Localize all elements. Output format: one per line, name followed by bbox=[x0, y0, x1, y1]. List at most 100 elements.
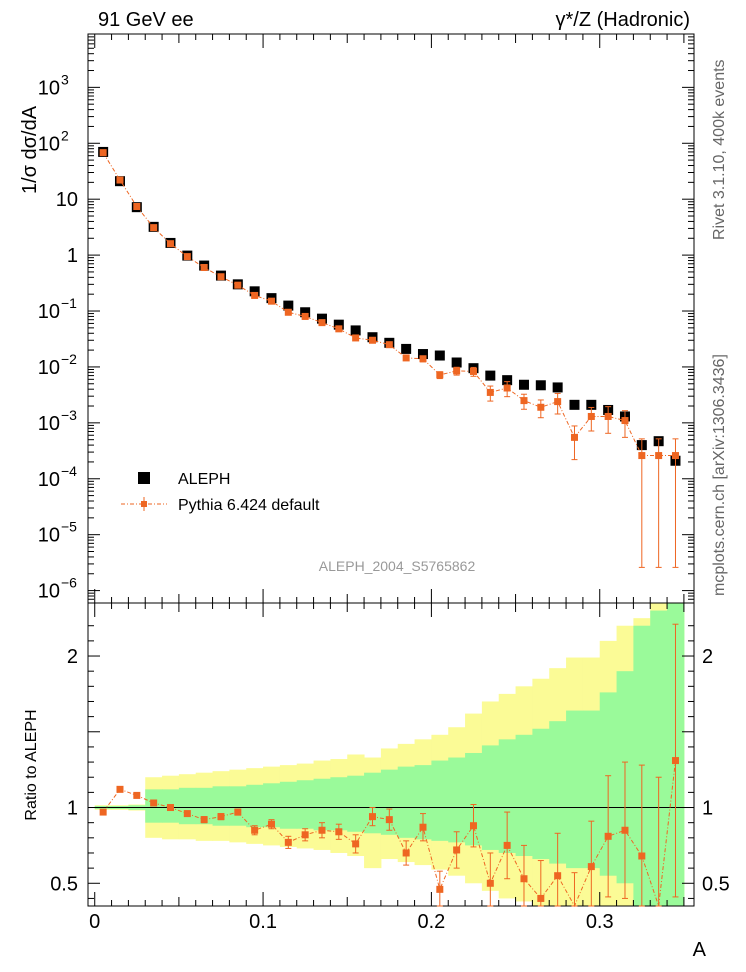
ratio-plot-panel: 0.5 0.5 1 1 2 2 0 0.1 0.2 0.3 bbox=[50, 589, 730, 933]
aleph-point bbox=[350, 325, 361, 336]
ratio-pythia-point bbox=[200, 816, 208, 824]
main-y-tick-exponent: −6 bbox=[61, 575, 77, 591]
ratio-band-inner bbox=[330, 777, 348, 831]
pythia-point bbox=[368, 336, 376, 344]
aleph-point bbox=[283, 300, 294, 311]
main-frame bbox=[87, 33, 695, 604]
ratio-pythia-point bbox=[604, 832, 612, 840]
aleph-point bbox=[417, 349, 428, 360]
rivet-label: Rivet 3.1.10, 400k events bbox=[711, 59, 728, 240]
ratio-y-tick-label-right: 2 bbox=[702, 646, 713, 668]
main-y-tick-label: 10 bbox=[38, 77, 60, 99]
ratio-band-inner bbox=[431, 760, 449, 841]
main-y-tick-label: 10 bbox=[38, 301, 60, 323]
ratio-pythia-point bbox=[520, 875, 528, 883]
ratio-pythia-point bbox=[284, 838, 292, 846]
ratio-band-inner bbox=[212, 786, 230, 826]
main-y-tick-label: 10 bbox=[38, 133, 60, 155]
ratio-frame bbox=[87, 602, 695, 907]
pythia-point bbox=[587, 412, 595, 420]
ratio-pythia-point bbox=[368, 813, 376, 821]
main-y-tick-label: 10 bbox=[38, 581, 60, 603]
ratio-band-inner bbox=[229, 786, 247, 826]
aleph-point bbox=[518, 379, 529, 390]
legend: ALEPH Pythia 6.424 default bbox=[121, 471, 320, 514]
mcplots-label: mcplots.cern.ch [arXiv:1306.3436] bbox=[711, 354, 728, 596]
aleph-point bbox=[249, 286, 260, 297]
ratio-band-inner bbox=[549, 721, 567, 864]
pythia-point bbox=[99, 149, 107, 157]
pythia-point bbox=[335, 325, 343, 333]
main-y-tick-label: 10 bbox=[38, 413, 60, 435]
aleph-point bbox=[552, 382, 563, 393]
pythia-point bbox=[570, 433, 578, 441]
pythia-point bbox=[318, 319, 326, 327]
ratio-pythia-point bbox=[503, 841, 511, 849]
ratio-pythia-point bbox=[150, 799, 158, 807]
ratio-band-inner bbox=[364, 772, 382, 834]
ratio-y-tick-label: 1 bbox=[67, 798, 78, 820]
x-tick-label: 0.2 bbox=[417, 911, 445, 933]
ratio-pythia-point bbox=[133, 791, 141, 799]
ratio-band-inner bbox=[498, 739, 517, 853]
main-y-tick-exponent: 3 bbox=[61, 71, 69, 87]
aleph-point bbox=[535, 380, 546, 391]
pythia-point bbox=[183, 253, 191, 261]
ratio-y-tick-label-right: 1 bbox=[702, 798, 713, 820]
pythia-point bbox=[234, 281, 242, 289]
ratio-pythia-point bbox=[217, 813, 225, 821]
ratio-pythia-point bbox=[453, 846, 461, 854]
main-y-tick-exponent: −2 bbox=[61, 351, 77, 367]
ratio-band-inner bbox=[582, 710, 601, 869]
ratio-band-inner bbox=[515, 734, 533, 857]
ratio-pythia-point bbox=[166, 804, 174, 812]
pythia-point bbox=[604, 412, 612, 420]
legend-aleph-marker bbox=[138, 472, 150, 484]
ratio-pythia-point bbox=[419, 823, 427, 831]
pythia-line bbox=[102, 152, 676, 457]
main-y-tick-exponent: −3 bbox=[61, 407, 77, 423]
pythia-point bbox=[453, 367, 461, 375]
aleph-point bbox=[316, 313, 327, 324]
ratio-pythia-point bbox=[385, 816, 393, 824]
pythia-point bbox=[520, 397, 528, 405]
ratio-band-inner bbox=[279, 781, 298, 829]
aleph-point bbox=[502, 375, 513, 386]
ratio-band-inner bbox=[296, 780, 315, 829]
ratio-pythia-point bbox=[318, 826, 326, 834]
aleph-point bbox=[300, 307, 311, 318]
pythia-point bbox=[469, 367, 477, 375]
ratio-pythia-point bbox=[183, 810, 191, 818]
ratio-pythia-point bbox=[469, 822, 477, 830]
ratio-pythia-point bbox=[436, 885, 444, 893]
ratio-band-inner bbox=[263, 783, 281, 828]
main-y-tick-exponent: −5 bbox=[61, 519, 77, 535]
aleph-point bbox=[333, 319, 344, 330]
ratio-band-inner bbox=[448, 757, 466, 843]
ratio-pythia-point bbox=[116, 785, 124, 793]
pythia-point bbox=[166, 240, 174, 248]
ratio-y-tick-label: 2 bbox=[67, 646, 78, 668]
ratio-band-inner bbox=[465, 752, 483, 846]
pythia-point bbox=[503, 384, 511, 392]
pythia-point bbox=[436, 371, 444, 379]
pythia-point bbox=[402, 354, 410, 362]
aleph-point bbox=[586, 399, 597, 410]
main-y-tick-label: 10 bbox=[56, 189, 78, 211]
ratio-pythia-point bbox=[335, 828, 343, 836]
main-y-tick-exponent: −4 bbox=[61, 463, 77, 479]
legend-pythia-label: Pythia 6.424 default bbox=[178, 497, 320, 514]
ratio-pythia-point bbox=[638, 852, 646, 860]
pythia-point bbox=[385, 341, 393, 349]
header-right-title: γ*/Z (Hadronic) bbox=[556, 9, 690, 31]
ratio-pythia-point bbox=[99, 808, 107, 816]
main-y-tick-exponent: 2 bbox=[61, 127, 69, 143]
x-tick-label: 0.3 bbox=[586, 911, 614, 933]
ratio-pythia-point bbox=[621, 826, 629, 834]
pythia-point bbox=[251, 291, 259, 299]
ratio-pythia-point bbox=[587, 863, 595, 871]
ratio-band-inner bbox=[481, 745, 500, 850]
legend-pythia-marker bbox=[141, 501, 147, 507]
main-y-tick-label: 10 bbox=[38, 357, 60, 379]
